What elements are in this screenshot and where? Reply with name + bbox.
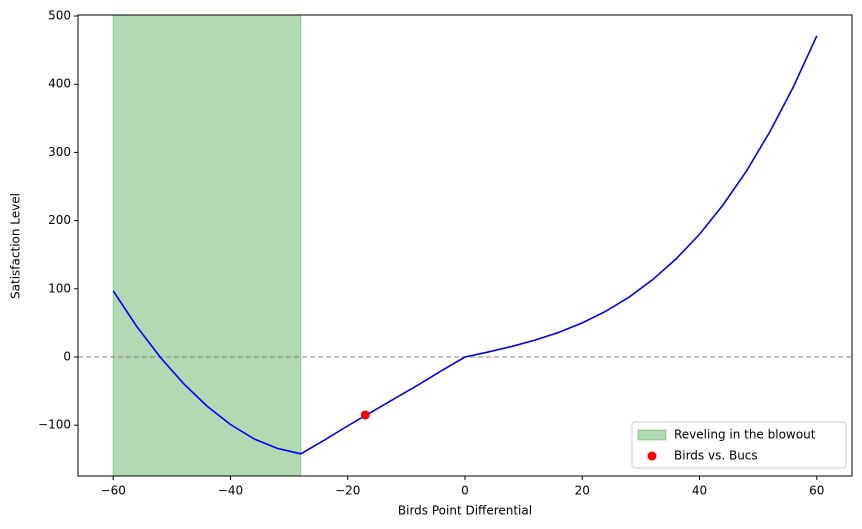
y-tick-label: 500	[48, 9, 71, 23]
y-tick-label: 200	[48, 213, 71, 227]
x-tick-label: −20	[335, 484, 360, 498]
y-axis-label: Satisfaction Level	[9, 193, 23, 299]
x-tick-label: 0	[461, 484, 469, 498]
legend-label: Birds vs. Bucs	[674, 449, 758, 463]
legend-box	[631, 421, 847, 469]
plot-frame	[77, 14, 853, 477]
scatter-point	[360, 410, 370, 420]
legend-patch	[637, 429, 667, 441]
y-tick-label: 300	[48, 145, 71, 159]
span-region	[112, 14, 302, 477]
x-axis-label: Birds Point Differential	[398, 504, 532, 518]
legend-marker	[647, 451, 657, 461]
x-tick-label: 20	[575, 484, 590, 498]
y-tick-label: 0	[63, 349, 71, 363]
x-tick-label: 60	[809, 484, 824, 498]
data-line	[112, 35, 818, 455]
x-tick-label: −40	[218, 484, 243, 498]
y-tick-label: 400	[48, 77, 71, 91]
y-tick-label: −100	[38, 418, 71, 432]
legend-label: Reveling in the blowout	[674, 428, 816, 442]
x-tick-label: 40	[692, 484, 707, 498]
x-tick-label: −60	[101, 484, 126, 498]
y-tick-label: 100	[48, 281, 71, 295]
